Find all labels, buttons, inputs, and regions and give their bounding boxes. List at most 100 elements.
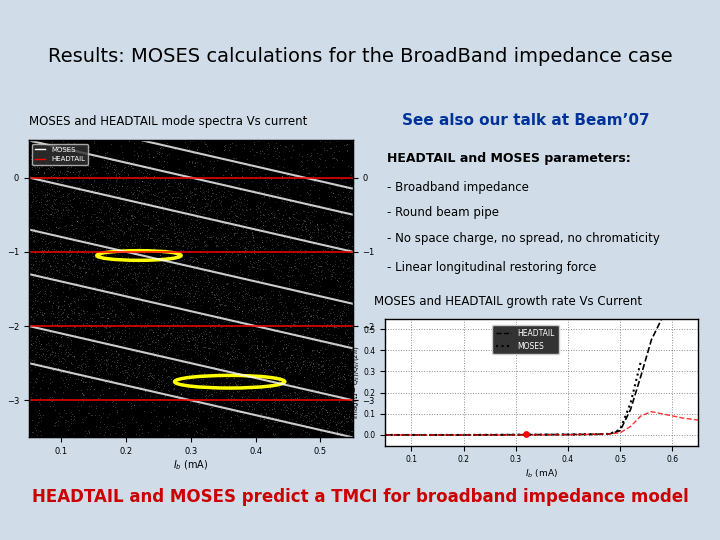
Point [332,362,343,371]
Point [222,389,234,398]
Point [33,305,45,314]
Point [286,263,297,272]
Point [29,309,40,318]
Point [48,192,60,201]
Point [176,188,188,197]
Point [332,390,343,399]
Point [54,368,66,376]
Point [187,291,199,300]
Point [188,200,199,208]
Point [166,193,177,202]
Point [251,267,262,275]
Point [307,408,319,416]
Point [306,365,318,374]
Point [109,277,121,286]
Point [62,299,73,308]
Point [277,322,289,330]
Point [122,238,134,247]
Point [97,215,109,224]
Point [256,293,267,302]
Point [164,200,176,208]
Point [50,320,61,329]
Point [220,141,231,150]
Point [179,280,191,289]
Point [346,299,358,308]
Point [273,291,284,300]
Point [217,366,229,374]
Point [253,256,265,265]
Point [196,430,207,439]
Point [27,389,38,397]
Point [252,360,264,369]
Point [152,216,163,225]
Point [204,370,215,379]
Point [153,197,165,205]
Point [186,200,198,208]
Point [202,274,214,282]
Point [166,210,178,218]
Point [257,161,269,170]
Point [311,326,323,334]
Point [131,304,143,313]
Point [220,244,231,252]
Point [257,221,269,230]
Point [37,256,49,265]
Point [326,360,338,368]
Point [172,154,184,163]
Point [104,161,115,170]
Point [153,402,164,410]
Point [101,323,112,332]
Point [164,333,176,342]
Point [30,270,41,279]
Point [290,264,302,273]
Point [268,430,279,439]
Point [302,315,314,324]
Point [312,313,324,322]
Point [140,352,151,360]
Point [26,184,37,193]
Point [176,312,187,321]
Point [235,319,246,328]
Point [293,393,305,402]
Point [274,298,286,306]
Point [342,295,354,303]
Point [25,313,37,322]
Point [163,255,174,264]
Point [82,362,94,370]
Point [263,413,274,421]
Point [285,215,297,224]
Point [194,347,206,355]
Point [119,275,130,284]
Point [338,426,350,434]
Point [44,210,55,219]
Point [43,361,55,370]
Point [232,250,243,259]
Point [346,416,358,425]
Point [40,197,52,205]
Point [216,201,228,210]
Point [202,272,214,281]
Point [307,306,318,314]
Point [282,384,294,393]
Point [289,318,301,326]
Point [68,429,80,437]
Point [127,274,138,282]
Point [143,325,155,334]
Point [177,183,189,191]
Point [334,428,346,436]
Point [206,192,217,200]
Point [284,391,296,400]
Point [111,269,122,278]
Point [220,378,232,387]
Point [142,332,153,340]
Point [125,231,137,240]
Point [73,172,85,180]
Point [325,340,336,348]
Point [169,281,181,290]
Point [311,376,323,385]
Point [248,364,259,373]
Point [104,236,116,245]
Point [48,213,59,221]
Point [153,318,165,326]
Point [172,320,184,329]
